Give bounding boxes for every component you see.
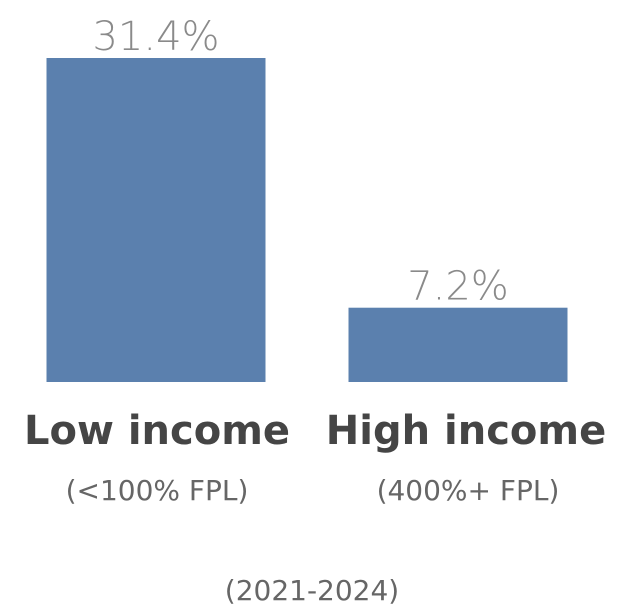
value-label: 7.2% xyxy=(407,264,509,310)
bar xyxy=(46,58,266,382)
bar xyxy=(348,307,568,382)
value-label: 31.4% xyxy=(92,14,219,60)
category-sublabel: (<100% FPL) xyxy=(66,474,249,507)
category-label: High income xyxy=(326,408,606,454)
category-sublabel: (400%+ FPL) xyxy=(377,474,560,507)
category-label: Low income xyxy=(24,408,290,454)
footnote: (2021-2024) xyxy=(225,574,399,607)
